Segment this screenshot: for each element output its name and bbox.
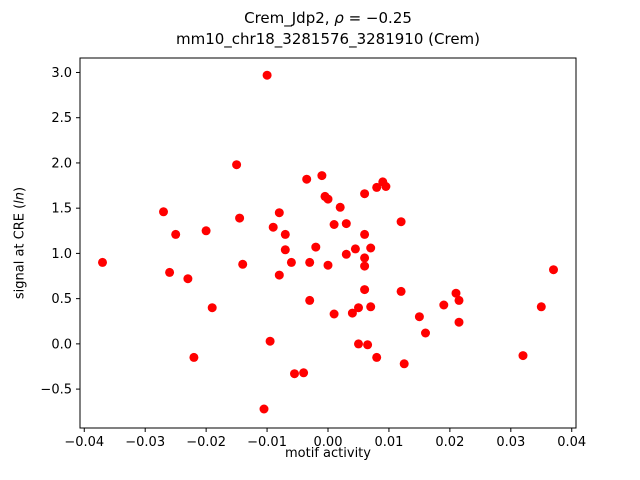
data-point (280, 245, 290, 255)
data-point (305, 295, 315, 305)
data-point (262, 70, 272, 80)
data-point (439, 300, 449, 310)
data-point (235, 213, 245, 223)
data-point (305, 257, 315, 267)
data-point (329, 220, 339, 229)
data-point (290, 369, 299, 379)
data-point (274, 270, 284, 280)
data-point (280, 229, 290, 239)
data-point (372, 352, 382, 362)
x-tick-label: −0.01 (247, 435, 287, 450)
data-point (341, 249, 351, 259)
data-point (360, 285, 370, 295)
y-axis-label-prefix: signal at CRE ( (12, 203, 28, 300)
data-point (414, 312, 424, 322)
y-axis-label-italic: ln (12, 191, 28, 204)
x-axis-label: motif activity (285, 446, 371, 461)
y-axis-label-suffix: ) (12, 186, 28, 192)
data-point (347, 308, 357, 318)
data-point (396, 217, 406, 227)
y-tick-label: 2.5 (51, 111, 72, 126)
title-rho-symbol: ρ (334, 9, 344, 27)
y-tick-label: 0.0 (51, 337, 72, 352)
data-point (268, 222, 278, 232)
chart-title-line2: mm10_chr18_3281576_3281910 (Crem) (175, 30, 481, 48)
x-tick-label: 0.04 (557, 435, 586, 450)
data-point (454, 317, 464, 327)
data-point (363, 340, 373, 350)
y-tick-label: 2.0 (51, 156, 72, 171)
data-point (381, 182, 391, 191)
axes-frame (79, 57, 577, 429)
data-point (265, 336, 275, 346)
x-tick-label: −0.04 (64, 435, 104, 450)
data-point (549, 265, 558, 275)
data-point (366, 243, 376, 253)
data-point (311, 242, 321, 252)
data-point (354, 303, 363, 313)
data-point (366, 302, 376, 312)
x-tick-label: −0.02 (186, 435, 226, 450)
data-point (238, 259, 248, 269)
data-point (396, 286, 406, 296)
y-tick-label: 1.5 (51, 202, 72, 217)
data-point (454, 295, 464, 305)
data-point (421, 328, 430, 338)
title-text-suffix: = −0.25 (343, 9, 412, 27)
data-point (536, 302, 546, 312)
y-tick-label: 1.0 (51, 247, 72, 262)
data-point (286, 257, 296, 267)
y-tick-label: 3.0 (51, 66, 72, 81)
data-point (189, 352, 199, 362)
data-point (451, 288, 461, 298)
data-point (335, 202, 345, 212)
data-point (329, 309, 339, 319)
data-point (232, 160, 242, 170)
data-point (201, 226, 211, 236)
data-point (183, 274, 193, 284)
data-point (372, 182, 382, 192)
data-point (341, 219, 351, 229)
x-tick-label: 0.03 (496, 435, 525, 450)
x-tick-label: −0.03 (125, 435, 165, 450)
data-point (354, 339, 363, 349)
data-point (323, 194, 333, 204)
x-tick-label: 0.02 (435, 435, 464, 450)
data-point (302, 174, 312, 184)
data-point (165, 267, 175, 277)
data-point (274, 208, 284, 218)
data-point (360, 229, 370, 239)
chart-title-line1: Crem_Jdp2, ρ = −0.25 (80, 8, 576, 29)
data-point (399, 359, 409, 369)
data-point (317, 171, 327, 181)
data-point (299, 368, 309, 378)
data-point (159, 207, 168, 217)
x-tick-label: 0.00 (314, 435, 343, 450)
data-point (518, 351, 528, 361)
data-point (98, 257, 107, 267)
y-tick-label: −0.5 (40, 383, 72, 398)
title-text-prefix: Crem_Jdp2, (244, 9, 335, 27)
y-axis-label: signal at CRE (ln) (13, 187, 28, 299)
data-point (360, 189, 370, 199)
y-tick-label: 0.5 (51, 292, 72, 307)
data-point (350, 244, 360, 254)
x-tick-label: 0.01 (374, 435, 403, 450)
data-point (171, 229, 181, 239)
data-point (259, 404, 269, 414)
data-point (207, 303, 217, 313)
data-point (323, 260, 333, 270)
data-point (360, 261, 370, 271)
chart-title: Crem_Jdp2, ρ = −0.25 mm10_chr18_3281576_… (80, 8, 576, 50)
data-point (360, 253, 370, 263)
